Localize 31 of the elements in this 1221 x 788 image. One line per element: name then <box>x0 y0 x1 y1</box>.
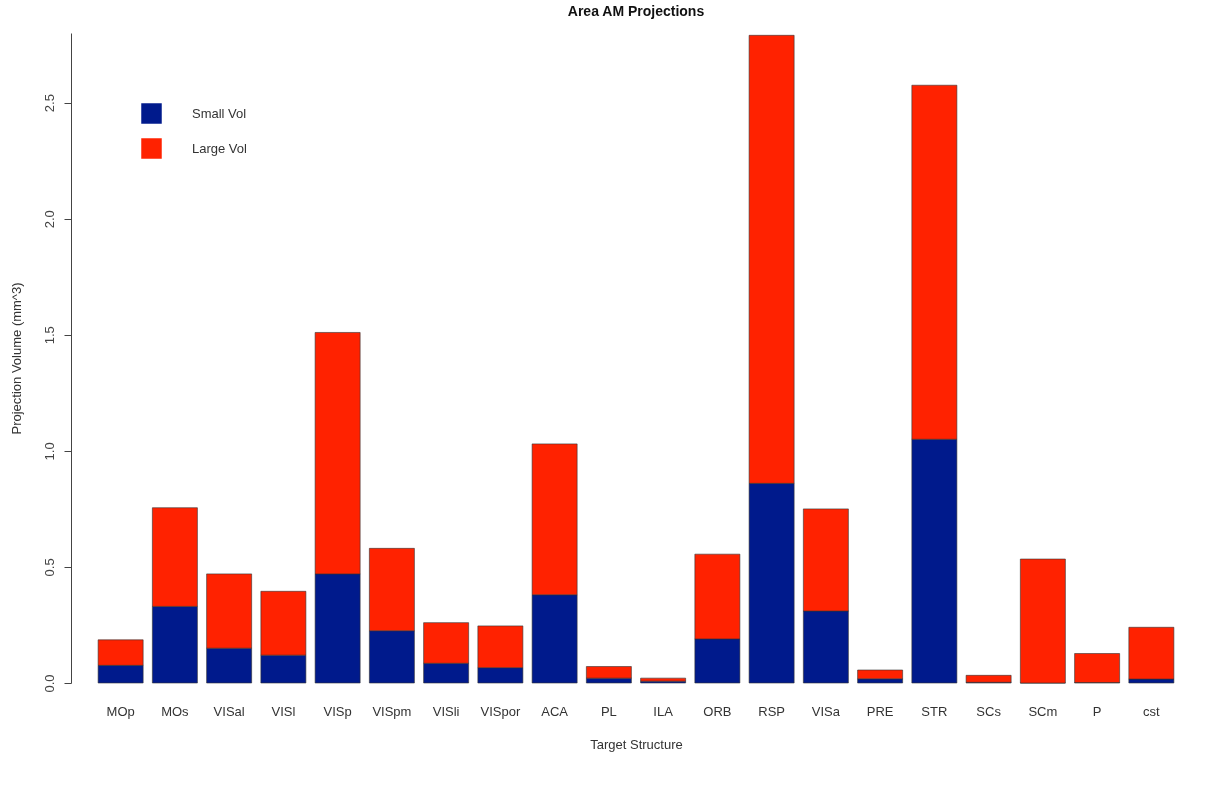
y-tick-label: 2.0 <box>41 210 57 229</box>
x-tick-label: MOs <box>161 703 190 719</box>
x-tick-label: MOp <box>106 703 135 719</box>
y-tick-label: 1.0 <box>41 442 57 461</box>
x-tick-label: PL <box>600 703 617 719</box>
x-tick-label: VISpm <box>372 703 412 719</box>
y-axis-title: Projection Volume (mm^3) <box>8 282 24 435</box>
x-tick-label: VISal <box>213 703 245 719</box>
y-tick-label: 0.5 <box>41 558 57 577</box>
legend-label: Large Vol <box>192 140 248 156</box>
legend-label: Small Vol <box>192 105 247 121</box>
x-tick-label: RSP <box>758 703 785 719</box>
x-tick-label: cst <box>1143 703 1161 719</box>
x-tick-label: STR <box>921 703 948 719</box>
x-tick-label: ILA <box>653 703 674 719</box>
x-tick-label: SCs <box>976 703 1002 719</box>
x-tick-label: P <box>1092 703 1102 719</box>
x-tick-label: VISp <box>323 703 352 719</box>
x-tick-label: PRE <box>866 703 894 719</box>
x-tick-label: VISa <box>811 703 841 719</box>
y-tick-label: 2.5 <box>41 94 57 113</box>
x-tick-label: ACA <box>541 703 569 719</box>
x-axis-title: Target Structure <box>590 736 683 752</box>
y-tick-label: 0.0 <box>41 674 57 693</box>
x-tick-label: ORB <box>703 703 732 719</box>
x-tick-label: SCm <box>1028 703 1058 719</box>
x-tick-label: VISpor <box>480 703 521 719</box>
y-tick-label: 1.5 <box>41 326 57 345</box>
x-tick-label: VISli <box>432 703 460 719</box>
x-tick-label: VISl <box>271 703 296 719</box>
chart-title: Area AM Projections <box>567 3 705 19</box>
